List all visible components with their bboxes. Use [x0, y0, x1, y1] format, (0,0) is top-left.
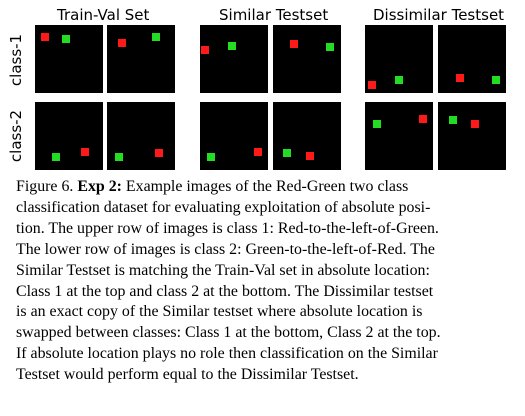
red-square	[118, 39, 126, 47]
green-square	[207, 153, 215, 161]
panel-dissimilar-class-1-2	[438, 25, 506, 93]
green-square	[492, 76, 500, 84]
panel-dissimilar-class-1-1	[365, 25, 433, 93]
green-square	[52, 153, 60, 161]
panel-similar-class-2-1	[200, 102, 268, 170]
red-square	[41, 33, 49, 41]
panel-dissimilar-class-2-1	[365, 102, 433, 170]
caption-line-4: The lower row of images is class 2: Gree…	[16, 240, 435, 258]
red-square	[456, 74, 464, 82]
caption-line-2: classification dataset for evaluating ex…	[16, 198, 431, 216]
row-label-class-1-text: class-1	[7, 33, 25, 87]
green-square	[152, 33, 160, 41]
row-label-class-1: class-1	[6, 30, 26, 90]
red-square	[81, 148, 89, 156]
set-title-similar: Similar Testset	[219, 6, 329, 24]
row-label-class-2: class-2	[6, 106, 26, 166]
green-square	[283, 149, 291, 157]
panel-similar-class-1-1	[200, 25, 268, 93]
caption-line-1: Figure 6. Exp 2: Example images of the R…	[16, 177, 511, 198]
panel-dissimilar-class-2-2	[438, 102, 506, 170]
red-square	[254, 148, 262, 156]
red-square	[201, 46, 209, 54]
panel-similar-class-1-2	[273, 25, 341, 93]
red-square	[368, 81, 376, 89]
panel-train-val-class-1-2	[107, 25, 175, 93]
green-square	[373, 120, 381, 128]
caption-line-10: Testset would perform equal to the Dissi…	[16, 366, 359, 384]
green-square	[395, 76, 403, 84]
green-square	[228, 42, 236, 50]
red-square	[306, 152, 314, 160]
red-square	[155, 149, 163, 157]
caption-line-1-text: Example images of the Red-Green two clas…	[121, 178, 409, 195]
set-title-dissimilar: Dissimilar Testset	[373, 6, 505, 24]
caption-line-5: Similar Testset is matching the Train-Va…	[16, 261, 430, 279]
caption-line-9: If absolute location plays no role then …	[16, 345, 438, 363]
panel-train-val-class-2-1	[35, 102, 103, 170]
red-square	[419, 115, 427, 123]
caption-line-3: tion. The upper row of images is class 1…	[16, 219, 439, 237]
panel-train-val-class-1-1	[35, 25, 103, 93]
green-square	[115, 153, 123, 161]
panel-train-val-class-2-2	[107, 102, 175, 170]
caption-line-6: Class 1 at the top and class 2 at the bo…	[16, 282, 434, 300]
figure-caption: Figure 6. Exp 2: Example images of the R…	[16, 177, 511, 386]
caption-line-7: is an exact copy of the Similar testset …	[16, 303, 423, 321]
green-square	[326, 43, 334, 51]
caption-bold-title: Exp 2:	[77, 178, 122, 195]
red-square	[290, 40, 298, 48]
caption-line-8: swapped between classes: Class 1 at the …	[16, 324, 441, 342]
green-square	[62, 35, 70, 43]
row-label-class-2-text: class-2	[7, 109, 25, 163]
panel-similar-class-2-2	[273, 102, 341, 170]
caption-figure-label: Figure 6.	[16, 178, 78, 195]
set-title-train-val: Train-Val Set	[57, 6, 150, 24]
green-square	[449, 116, 457, 124]
red-square	[471, 120, 479, 128]
